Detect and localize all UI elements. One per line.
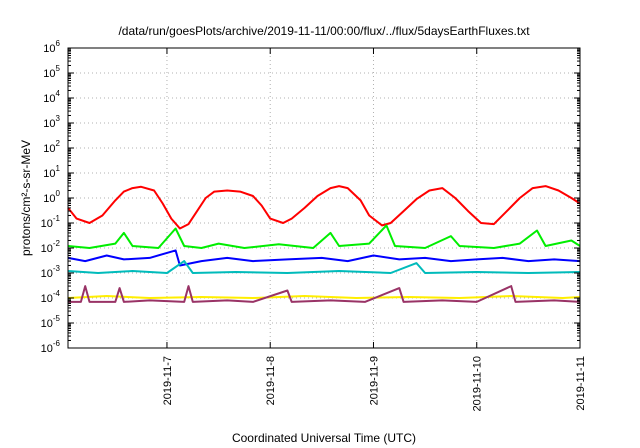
y-tick-label: 104	[43, 89, 60, 105]
x-tick-label: 2019-11-11	[575, 356, 587, 411]
y-axis-label: protons/cm²-s-sr-MeV	[19, 140, 33, 256]
x-axis: 2019-11-7 2019-11-8 2019-11-9 2019-11-10 201…	[162, 48, 587, 411]
series-line-6	[68, 285, 581, 303]
y-tick-label: 10-6	[41, 339, 61, 355]
y-tick-label: 103	[43, 114, 60, 130]
y-tick-label: 106	[43, 39, 60, 55]
y-tick-label: 10-2	[41, 239, 61, 255]
y-tick-label: 105	[43, 64, 60, 80]
series-line-3	[67, 249, 581, 267]
x-tick-label: 2019-11-10	[472, 356, 484, 411]
y-tick-label: 102	[43, 139, 60, 155]
x-tick-label: 2019-11-8	[265, 356, 277, 405]
chart-title: /data/run/goesPlots/archive/2019-11-11/0…	[118, 24, 530, 38]
x-tick-label: 2019-11-9	[368, 356, 380, 405]
y-tick-label: 10-3	[41, 264, 61, 280]
x-tick-label: 2019-11-7	[162, 356, 174, 405]
y-tick-label: 100	[43, 189, 60, 205]
series-line-5	[67, 295, 581, 299]
series-line-1	[67, 185, 581, 230]
series-line-2	[67, 224, 581, 249]
grid-lines	[68, 48, 581, 348]
y-tick-label: 10-5	[41, 314, 61, 330]
data-series	[67, 185, 581, 303]
y-tick-label: 10-4	[41, 289, 61, 305]
series-line-4	[67, 260, 581, 274]
y-tick-label: 10-1	[41, 214, 61, 230]
plot-frame	[67, 47, 581, 349]
x-axis-label: Coordinated Universal Time (UTC)	[232, 431, 416, 445]
y-tick-label: 101	[43, 164, 60, 180]
y-axis: 10-6 10-5 10-4 10-3 10-2 10-1 100 101 102 103 104 1…	[41, 39, 580, 355]
